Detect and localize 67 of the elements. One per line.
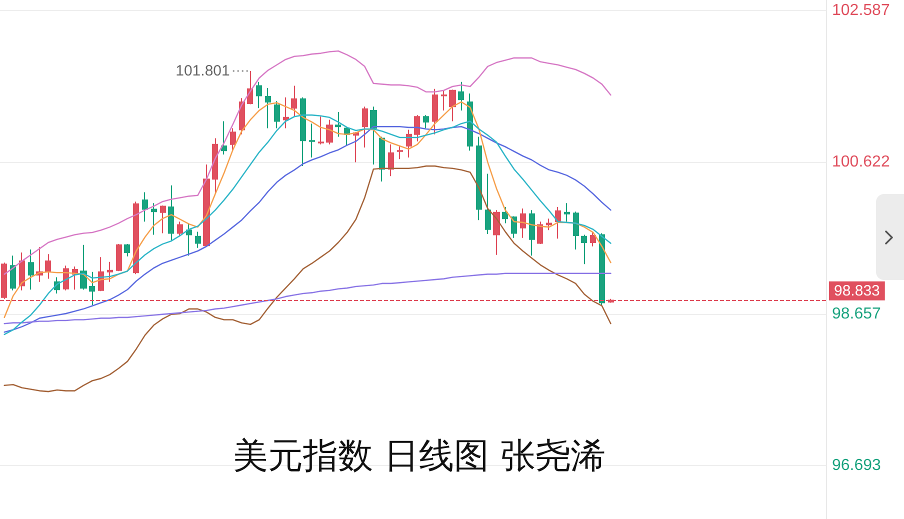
candlestick [335,111,341,138]
annotation: 101.801 [176,62,230,80]
candlestick [502,206,508,224]
candlestick [160,204,166,234]
candlestick [581,234,587,265]
candlestick [10,255,16,291]
candlestick [432,88,438,135]
line-series [4,165,612,392]
candlestick [177,221,183,237]
candlestick [212,138,218,194]
y-tick-label: 102.587 [832,2,890,19]
candlestick [274,100,280,129]
line-series [4,50,612,275]
candlestick [353,132,359,163]
candlestick [485,173,491,235]
candlestick [230,128,236,152]
y-tick-label: 96.693 [832,456,882,474]
candlestick [379,136,385,182]
candlestick [388,144,394,177]
y-tick-label: 98.657 [832,305,882,322]
line-series [4,272,612,324]
candlestick [256,81,262,109]
y-tick-label: 100.622 [832,154,890,171]
candlestick [151,202,157,236]
candlestick [107,261,113,282]
candlestick [89,271,95,306]
candlestick [291,85,297,118]
candlestick [19,252,25,291]
candlestick [414,114,420,142]
candlestick [493,210,500,256]
candlestick [45,254,51,280]
candlestick [441,90,447,111]
candlestick [1,262,7,300]
candlestick [537,221,543,245]
candlestick [458,81,464,111]
candlestick [142,192,148,222]
candlestick [564,202,570,222]
candlestick [449,89,456,122]
candlestick [423,114,429,129]
candlestick [116,244,122,272]
candlestick [265,88,271,129]
candlestick [195,231,201,248]
candlestick [309,123,315,158]
candlestick [529,210,535,256]
candlestick [133,201,139,275]
candlestick [370,106,377,166]
candlestick [476,136,482,221]
candlestick [590,231,596,247]
candlestick [186,222,192,256]
candlestick [283,96,289,129]
text: 美元指数 日线图 张尧浠 [233,436,606,476]
candlestick [326,119,333,145]
candlestick [406,129,412,158]
candlestick [573,211,579,250]
candlestick [362,106,368,148]
candlestick [318,116,324,145]
candlestick [124,244,130,257]
candlestick [168,184,174,242]
candlestick [221,120,227,155]
candlestick [520,208,526,238]
candlestick [397,145,403,160]
candlestick [203,164,210,247]
candlestick [555,206,561,240]
candlestick [300,96,306,167]
candlestick [546,218,552,231]
candlestick [28,248,34,290]
ref-line-label: 98.833 [834,282,880,300]
